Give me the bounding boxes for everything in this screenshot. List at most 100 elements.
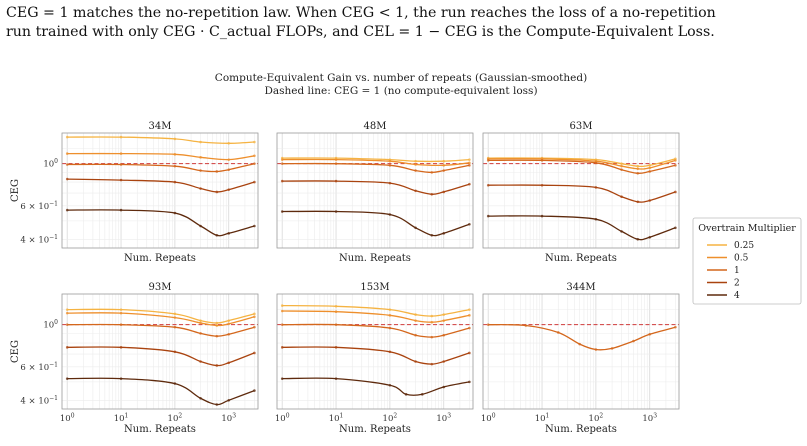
data-point-1: [468, 164, 471, 167]
x-axis-label: Num. Repeats: [124, 424, 196, 435]
data-point-4: [119, 377, 123, 380]
data-point-1: [65, 323, 69, 326]
data-point-4: [442, 385, 446, 389]
data-point-1: [388, 326, 392, 330]
data-point-4: [620, 230, 623, 233]
data-point-2: [430, 192, 434, 196]
y-tick-label: 6 × 10−1: [20, 361, 58, 373]
data-point-4: [468, 222, 471, 226]
data-point-1: [334, 323, 338, 326]
data-point-2: [674, 190, 677, 194]
panel-frame: [61, 293, 259, 410]
data-point-0.5: [620, 164, 623, 168]
data-point-4: [388, 213, 392, 216]
data-point-1: [199, 332, 202, 335]
data-point-0.5: [280, 158, 284, 161]
x-tick-label: 103: [436, 413, 451, 425]
data-point-2: [468, 182, 471, 186]
data-point-1: [173, 325, 177, 329]
x-tick-label: 102: [589, 413, 604, 425]
data-point-1: [65, 163, 69, 166]
data-point-0.5: [173, 153, 177, 156]
data-point-0.25: [388, 308, 392, 311]
data-point-1: [442, 169, 446, 172]
data-point-0.5: [674, 159, 677, 162]
data-point-4: [227, 232, 231, 235]
data-point-0.25: [65, 308, 69, 311]
x-tick-label: 100: [275, 413, 290, 425]
data-point-4: [173, 211, 177, 215]
data-point-0.25: [414, 159, 417, 163]
data-point-1: [280, 162, 284, 165]
y-tick-label: 100: [43, 158, 58, 170]
data-point-4: [199, 396, 202, 400]
data-point-0.25: [442, 159, 446, 163]
data-point-0.25: [253, 140, 256, 144]
data-point-0.5: [280, 309, 284, 313]
x-tick-label: 101: [329, 413, 344, 425]
data-point-1: [636, 171, 640, 175]
data-point-0.25: [468, 308, 471, 311]
panel-background: [277, 294, 473, 409]
x-tick-label: 103: [221, 413, 236, 425]
data-point-0.25: [430, 314, 434, 318]
data-point-1: [430, 171, 434, 174]
panels: 34M Num. Repeats 100 6 × 10−1 4 × 10−1 CEG 48M…: [10, 121, 680, 435]
data-point-4: [65, 377, 69, 380]
data-point-4: [430, 233, 434, 237]
data-point-2: [215, 364, 219, 367]
data-point-0.25: [636, 164, 640, 168]
data-point-1: [594, 161, 598, 165]
data-point-4: [486, 214, 490, 218]
panel-background: [483, 133, 679, 248]
data-point-4: [253, 224, 256, 228]
data-point-1: [674, 164, 677, 167]
panel-153M: 153M 100 101 102 103 Num. Repeats: [275, 282, 474, 435]
data-point-0.25: [227, 319, 231, 322]
data-point-2: [253, 180, 256, 184]
data-point-1: [632, 339, 635, 343]
figure-subtitle: Dashed line: CEG = 1 (no compute-equival…: [264, 85, 537, 97]
data-point-0.5: [636, 167, 640, 171]
caption: CEG = 1 matches the no-repetition law. W…: [6, 4, 806, 42]
data-point-4: [674, 226, 677, 230]
data-point-4: [442, 232, 446, 235]
data-point-1: [199, 169, 202, 172]
data-point-0.5: [388, 314, 392, 317]
panel-background: [277, 133, 473, 248]
data-point-1: [486, 159, 490, 162]
x-tick-label: 100: [60, 413, 75, 425]
data-point-1: [468, 326, 471, 330]
data-point-0.5: [227, 322, 231, 326]
data-point-1: [578, 342, 581, 346]
data-point-0.25: [119, 308, 123, 311]
data-point-4: [215, 403, 219, 406]
data-point-0.5: [173, 316, 177, 319]
panel-background: [483, 294, 679, 409]
x-axis-label: Num. Repeats: [124, 253, 196, 264]
data-point-0.25: [468, 158, 471, 161]
data-point-1: [648, 332, 652, 336]
data-point-1: [227, 168, 231, 171]
data-point-1: [227, 332, 231, 336]
data-point-2: [430, 362, 434, 366]
data-point-4: [594, 217, 598, 221]
data-point-2: [65, 346, 69, 349]
data-point-4: [280, 210, 284, 213]
data-point-0.25: [620, 162, 623, 165]
data-point-2: [486, 183, 490, 187]
legend-label-2: 2: [734, 279, 740, 289]
panel-frame: [482, 132, 680, 249]
panel-34M: 34M Num. Repeats 100 6 × 10−1 4 × 10−1 CEG: [10, 121, 259, 264]
data-point-1: [173, 164, 177, 168]
x-tick-label: 102: [383, 413, 398, 425]
data-point-2: [215, 190, 219, 194]
data-point-1: [414, 333, 417, 337]
data-point-0.5: [227, 158, 231, 161]
data-point-1: [119, 163, 123, 166]
data-point-2: [334, 179, 338, 183]
data-point-0.25: [227, 141, 231, 145]
data-point-0.5: [442, 319, 446, 322]
data-point-0.5: [65, 152, 69, 155]
